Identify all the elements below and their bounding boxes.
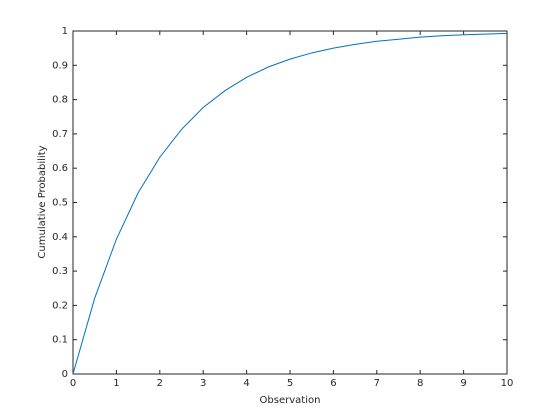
x-tick-label: 5 (287, 378, 293, 389)
y-tick-label: 0.1 (52, 335, 68, 346)
y-tick-label: 0.3 (52, 266, 68, 277)
y-tick-label: 0.8 (52, 95, 68, 106)
y-tick-label: 0.9 (52, 60, 68, 71)
x-tick-label: 4 (243, 378, 249, 389)
y-tick-label: 0.4 (52, 232, 68, 243)
x-tick-label: 2 (157, 378, 163, 389)
y-tick-label: 0.5 (52, 198, 68, 209)
y-tick-label: 0.2 (52, 300, 68, 311)
axes-box (72, 30, 508, 375)
x-tick-label: 9 (460, 378, 466, 389)
y-tick-label: 1 (62, 26, 68, 37)
x-tick-label: 8 (417, 378, 423, 389)
x-tick-label: 7 (374, 378, 380, 389)
x-axis-label: Observation (260, 395, 321, 406)
y-tick-label: 0 (62, 369, 68, 380)
x-tick-label: 3 (200, 378, 206, 389)
cdf-line (72, 32, 508, 375)
y-tick-label: 0.7 (52, 129, 68, 140)
x-tick-label: 10 (501, 378, 514, 389)
x-tick-label: 1 (113, 378, 119, 389)
y-axis-label: Cumulative Probability (37, 145, 48, 258)
x-tick-label: 6 (330, 378, 336, 389)
y-tick-label: 0.6 (52, 163, 68, 174)
x-tick-label: 0 (70, 378, 76, 389)
